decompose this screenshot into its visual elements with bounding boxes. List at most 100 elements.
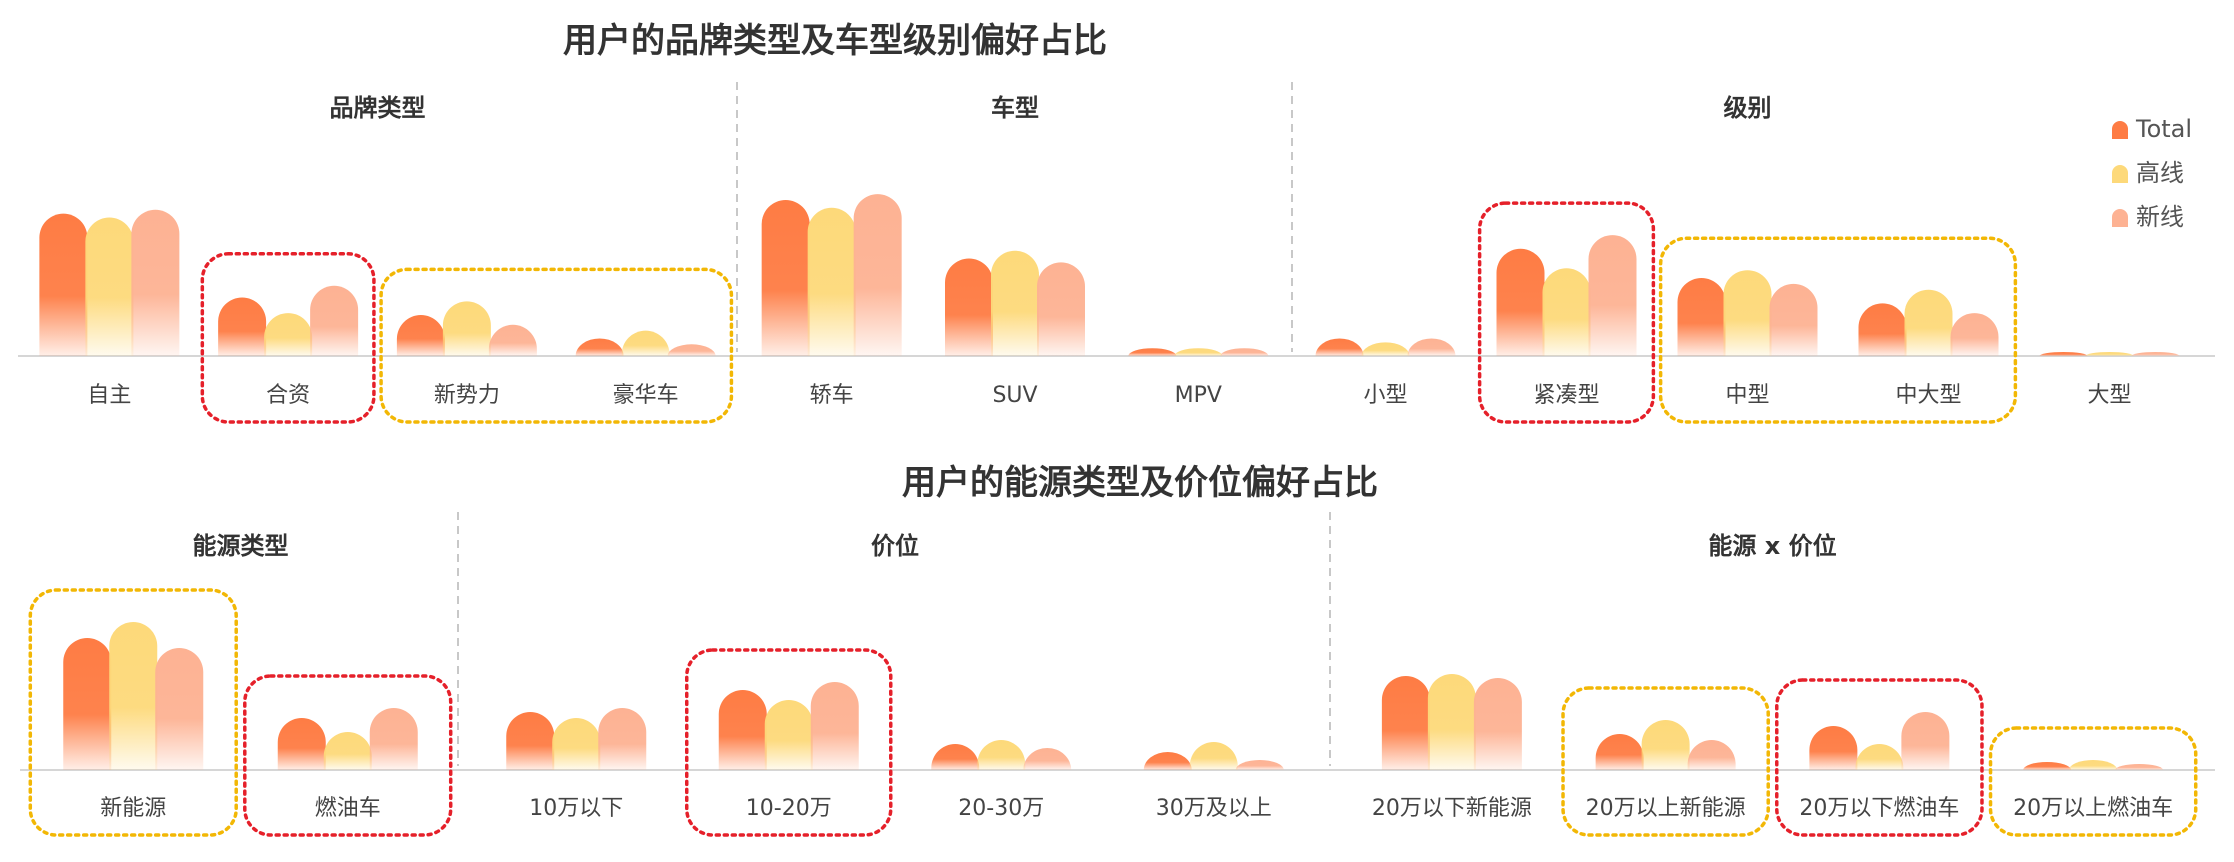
bar-10万以下-高线 <box>552 718 601 770</box>
bar-小型-高线 <box>1361 342 1410 356</box>
category-label-豪华车: 豪华车 <box>613 383 679 408</box>
category-label-20万以下新能源: 20万以下新能源 <box>1372 796 1532 821</box>
highlight-box-red <box>243 674 453 837</box>
bar-中型-新线 <box>1769 283 1818 356</box>
category-label-10-20万: 10-20万 <box>746 796 832 821</box>
group-title-能源类型: 能源类型 <box>193 532 289 560</box>
bar-自主-高线 <box>85 217 134 356</box>
bar-20-30万-total <box>931 744 980 770</box>
bar-20万以下燃油车-新线 <box>1901 712 1950 770</box>
bar-20万以上燃油车-新线 <box>2115 764 2164 770</box>
category-label-合资: 合资 <box>266 383 310 408</box>
bar-20万以下新能源-新线 <box>1473 678 1522 770</box>
category-label-20万以上燃油车: 20万以上燃油车 <box>2013 796 2173 821</box>
group-title-级别: 级别 <box>1724 94 1772 122</box>
bar-mpv-高线 <box>1174 348 1223 356</box>
bar-合资-高线 <box>264 313 313 356</box>
bar-30万及以上-高线 <box>1189 742 1238 770</box>
bar-燃油车-total <box>277 718 326 770</box>
group-title-能源-x-价位: 能源 x 价位 <box>1708 532 1836 560</box>
bar-20万以上新能源-total <box>1595 734 1644 770</box>
bar-小型-新线 <box>1407 338 1456 356</box>
highlight-box-red <box>200 252 376 424</box>
bar-紧凑型-total <box>1496 248 1545 356</box>
category-label-中型: 中型 <box>1725 383 1769 408</box>
highlight-box-yellow <box>28 588 238 837</box>
category-label-自主: 自主 <box>87 383 131 408</box>
bar-中型-total <box>1677 278 1726 356</box>
bar-20万以下燃油车-total <box>1809 726 1858 770</box>
highlight-box-red <box>1775 678 1984 837</box>
bar-新能源-高线 <box>109 622 158 770</box>
bottom-chart-title: 用户的能源类型及价位偏好占比 <box>902 463 1378 503</box>
group-title-车型: 车型 <box>991 94 1039 122</box>
bar-大型-total <box>2039 352 2088 356</box>
category-label-中大型: 中大型 <box>1895 383 1961 408</box>
legend-swatch-高线 <box>2112 165 2128 183</box>
bar-新能源-total <box>63 638 112 770</box>
bar-suv-新线 <box>1037 262 1085 356</box>
bar-燃油车-新线 <box>369 708 418 770</box>
bar-20万以上燃油车-高线 <box>2069 760 2118 770</box>
legend-swatch-新线 <box>2112 209 2128 227</box>
group-title-价位: 价位 <box>871 532 919 560</box>
bar-mpv-新线 <box>1220 348 1269 356</box>
bar-轿车-新线 <box>853 194 902 356</box>
bar-10-20万-total <box>718 690 767 770</box>
bar-10万以下-total <box>506 712 555 770</box>
bar-合资-total <box>218 297 267 356</box>
bar-新能源-新线 <box>155 648 204 770</box>
category-label-燃油车: 燃油车 <box>315 796 381 821</box>
bar-燃油车-高线 <box>323 732 372 770</box>
bar-轿车-高线 <box>807 207 856 356</box>
bar-小型-total <box>1315 338 1364 356</box>
bar-中型-高线 <box>1723 270 1772 356</box>
category-label-紧凑型: 紧凑型 <box>1533 383 1599 408</box>
bar-大型-新线 <box>2131 352 2180 356</box>
highlight-box-red <box>1477 201 1656 424</box>
bar-mpv-total <box>1128 348 1177 356</box>
bar-豪华车-新线 <box>667 344 716 356</box>
category-label-新势力: 新势力 <box>434 383 500 408</box>
bar-大型-高线 <box>2085 352 2134 356</box>
bar-紧凑型-高线 <box>1542 268 1591 356</box>
bar-自主-新线 <box>131 209 180 356</box>
bar-新势力-total <box>396 315 445 356</box>
highlight-box-yellow <box>1561 686 1770 837</box>
category-label-10万以下: 10万以下 <box>529 796 623 821</box>
bar-20万以上燃油车-total <box>2023 762 2072 770</box>
bar-合资-新线 <box>310 285 359 356</box>
category-label-新能源: 新能源 <box>100 796 166 821</box>
bar-20-30万-高线 <box>977 740 1026 770</box>
category-label-大型: 大型 <box>2087 383 2131 408</box>
bar-自主-total <box>39 213 88 356</box>
bar-豪华车-total <box>575 338 624 356</box>
bar-轿车-total <box>761 200 810 356</box>
bar-10万以下-新线 <box>598 708 647 770</box>
category-label-20万以下燃油车: 20万以下燃油车 <box>1799 796 1959 821</box>
legend-label-新线: 新线 <box>2136 203 2184 231</box>
bar-30万及以上-新线 <box>1235 760 1284 770</box>
category-label-mpv: MPV <box>1175 383 1222 408</box>
bar-30万及以上-total <box>1143 752 1192 770</box>
bar-中大型-total <box>1858 303 1907 356</box>
bar-20万以下新能源-高线 <box>1427 674 1476 770</box>
bar-新势力-高线 <box>442 301 491 356</box>
bar-中大型-新线 <box>1950 313 1999 356</box>
category-label-30万及以上: 30万及以上 <box>1156 796 1272 821</box>
bar-中大型-高线 <box>1904 289 1953 356</box>
category-label-20-30万: 20-30万 <box>958 796 1044 821</box>
bar-豪华车-高线 <box>621 330 670 356</box>
bar-suv-total <box>945 258 993 356</box>
category-label-轿车: 轿车 <box>810 383 854 408</box>
bar-10-20万-新线 <box>810 682 859 770</box>
highlight-box-yellow <box>1658 236 2018 424</box>
bar-suv-高线 <box>991 250 1039 356</box>
bar-20-30万-新线 <box>1023 748 1072 770</box>
bar-20万以上新能源-新线 <box>1687 740 1736 770</box>
category-label-20万以上新能源: 20万以上新能源 <box>1586 796 1746 821</box>
